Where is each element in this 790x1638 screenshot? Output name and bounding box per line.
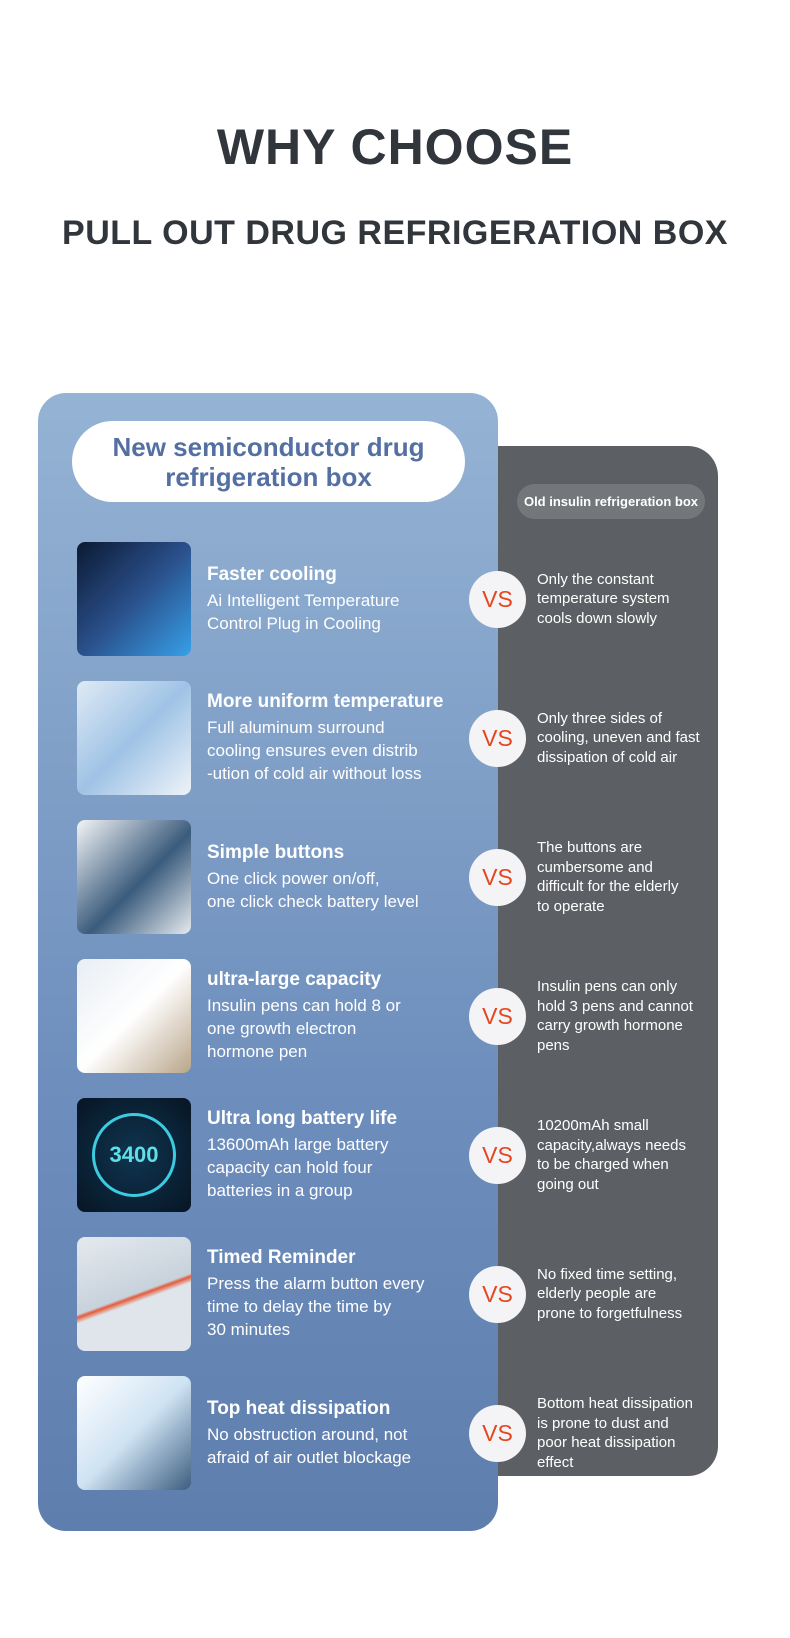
feature-text: Top heat dissipation No obstruction aroun… [207, 1376, 411, 1490]
page-subtitle: PULL OUT DRUG REFRIGERATION BOX [62, 214, 728, 252]
new-box-label-text: New semiconductor drug refrigeration box [112, 432, 425, 492]
vs-badge: VS [469, 1127, 526, 1184]
old-box-description: The buttons are cumbersome and difficult… [537, 839, 679, 915]
old-box-description: Insulin pens can only hold 3 pens and ca… [537, 978, 693, 1054]
buttons-display-image [77, 820, 191, 934]
feature-text: Ultra long battery life 13600mAh large ba… [207, 1098, 397, 1212]
old-box-label: Old insulin refrigeration box [517, 484, 705, 519]
vs-badge: VS [469, 988, 526, 1045]
feature-description: Press the alarm button every time to del… [207, 1274, 425, 1339]
feature-description: 13600mAh large battery capacity can hold… [207, 1135, 389, 1200]
comparison-row: 3400 Ultra long battery life 13600mAh lar… [0, 1098, 790, 1212]
feature-text: Timed Reminder Press the alarm button eve… [207, 1237, 424, 1351]
timer-dial-image [77, 1237, 191, 1351]
feature-text: Faster cooling Ai Intelligent Temperature… [207, 542, 399, 656]
old-box-description: Bottom heat dissipation is prone to dust… [537, 1395, 693, 1471]
drawer-capacity-image [77, 959, 191, 1073]
old-box-description: Only the constant temperature system coo… [537, 570, 670, 627]
feature-text: Simple buttons One click power on/off, on… [207, 820, 419, 934]
feature-title: More uniform temperature [207, 691, 444, 712]
comparison-row: More uniform temperature Full aluminum su… [0, 681, 790, 795]
feature-description: Full aluminum surround cooling ensures e… [207, 718, 422, 783]
feature-text: More uniform temperature Full aluminum su… [207, 681, 443, 795]
feature-description: No obstruction around, not afraid of air… [207, 1424, 412, 1467]
new-box-label: New semiconductor drug refrigeration box [72, 421, 465, 502]
feature-title: Ultra long battery life [207, 1108, 398, 1129]
comparison-row: ultra-large capacity Insulin pens can hol… [0, 959, 790, 1073]
heat-vent-image [77, 1376, 191, 1490]
vs-badge: VS [469, 849, 526, 906]
feature-description: Insulin pens can hold 8 or one growth el… [207, 996, 401, 1061]
vs-badge: VS [469, 1405, 526, 1462]
old-box-description: No fixed time setting, elderly people ar… [537, 1265, 683, 1322]
page-title: WHY CHOOSE [216, 119, 574, 175]
vs-badge: VS [469, 1266, 526, 1323]
battery-3400-text: 3400 [92, 1113, 176, 1197]
cooling-chip-image [77, 542, 191, 656]
old-box-description: 10200mAh small capacity,always needs to … [537, 1117, 686, 1193]
feature-text: ultra-large capacity Insulin pens can hol… [207, 959, 401, 1073]
aluminum-surround-image [77, 681, 191, 795]
comparison-row: Timed Reminder Press the alarm button eve… [0, 1237, 790, 1351]
feature-title: ultra-large capacity [207, 969, 382, 990]
feature-title: Simple buttons [207, 841, 345, 863]
feature-title: Top heat dissipation [207, 1397, 391, 1419]
vs-badge: VS [469, 571, 526, 628]
feature-description: One click power on/off, one click check … [207, 868, 419, 911]
feature-description: Ai Intelligent Temperature Control Plug … [207, 590, 400, 633]
feature-title: Timed Reminder [207, 1247, 356, 1268]
vs-badge: VS [469, 710, 526, 767]
old-box-description: Only three sides of cooling, uneven and … [537, 709, 700, 766]
battery-image: 3400 [77, 1098, 191, 1212]
comparison-row: Simple buttons One click power on/off, on… [0, 820, 790, 934]
comparison-row: Top heat dissipation No obstruction aroun… [0, 1376, 790, 1490]
comparison-row: Faster cooling Ai Intelligent Temperature… [0, 542, 790, 656]
feature-title: Faster cooling [207, 563, 337, 585]
